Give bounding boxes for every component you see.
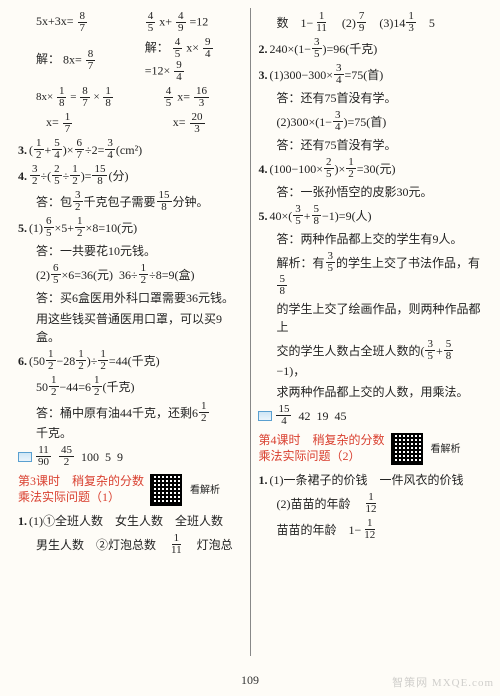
qr-label: 看解析 <box>431 444 461 455</box>
eq-row-4: x= 17 x= 203 <box>18 112 242 135</box>
right-column: 数 1− 111 (2) 79 (3)14 13 5 2. 240×(1− 35… <box>252 8 488 656</box>
column-divider <box>250 8 251 656</box>
txt: 8x= <box>63 52 82 66</box>
qr-code-icon[interactable] <box>391 433 423 465</box>
l1-1: 1. (1)①全班人数 女生人数 全班人数 <box>18 512 242 530</box>
r1-1: 1. (1)一条裙子的价钱 一件风衣的价钱 <box>258 471 482 489</box>
q4: 4. 32 ÷( 25 ÷ 12 )= 158 (分) <box>18 164 242 187</box>
txt: 解： <box>18 52 60 66</box>
r1-2: (2)苗苗的年龄 112 <box>258 492 482 515</box>
txt: = <box>70 91 76 103</box>
q6-ans: 答：桶中原有油44千克，还剩6 12 千克。 <box>18 401 242 442</box>
txt: 8x× <box>18 91 53 103</box>
r-line1: 数 1− 111 (2) 79 (3)14 13 5 <box>258 11 482 34</box>
rq4: 4. (100−100× 25 )× 12 =30(元) <box>258 157 482 180</box>
page-columns: 5x+3x= 87 45 x+ 49 =12 解： 8x= 87 解： 45 x… <box>0 0 500 660</box>
rq4-ans: 答：一张孙悟空的皮影30元。 <box>258 183 482 201</box>
txt: 5x+3x= <box>18 14 74 28</box>
expl1: 解析：有 35 的学生上交了书法作品，有 58 <box>258 251 482 297</box>
item-number: 2. <box>258 40 267 58</box>
item-number: 4. <box>18 167 27 185</box>
rq3-1: 3. (1)300−300× 34 =75(首) <box>258 63 482 86</box>
q5-2: (2) 65 ×6=36(元) 36÷ 12 ÷8=9(盒) <box>18 263 242 286</box>
rq5: 5. 40×( 35 + 58 −1)=9(人) <box>258 204 482 227</box>
fill-1: 1190 452 100 5 9 <box>18 445 242 468</box>
item-number: 3. <box>258 66 267 84</box>
eq-row-1: 5x+3x= 87 45 x+ 49 =12 <box>18 11 242 34</box>
txt: x× <box>186 40 199 54</box>
eq-row-2: 解： 8x= 87 解： 45 x× 94 =12× 94 <box>18 37 242 83</box>
r1-3: 苗苗的年龄 1− 112 <box>258 518 482 541</box>
txt: x= <box>18 115 59 129</box>
item-number: 3. <box>18 141 27 159</box>
lesson-4-header: 第4课时 稍复杂的分数 乘法实际问题（2） 看解析 <box>258 433 482 465</box>
txt: 解： <box>145 40 169 54</box>
left-column: 5x+3x= 87 45 x+ 49 =12 解： 8x= 87 解： 45 x… <box>12 8 248 656</box>
watermark: 智策网 MXQE.com <box>392 674 494 690</box>
rq5-ans: 答：两种作品都上交的学生有9人。 <box>258 230 482 248</box>
lesson-subtitle: 乘法实际问题（1） <box>18 490 144 506</box>
lesson-subtitle: 乘法实际问题（2） <box>258 449 384 465</box>
item-number: 4. <box>258 160 267 178</box>
fill-2: 154 42 19 45 <box>258 404 482 427</box>
txt: x+ <box>159 14 172 28</box>
q6: 6. (50 12 −28 12 )÷ 12 =44(千克) <box>18 349 242 372</box>
q5-2-ans2: 用这些钱买普通医用口罩，可以买9盒。 <box>18 310 242 346</box>
expl2: 的学生上交了绘画作品，则两种作品都上 <box>258 300 482 336</box>
frac: 87 <box>78 11 88 34</box>
q6-2: 50 12 −44=6 12 (千克) <box>18 375 242 398</box>
rq2: 2. 240×(1− 35 )=96(千克) <box>258 37 482 60</box>
txt: × <box>93 91 99 103</box>
blue-box-icon <box>18 452 32 462</box>
lesson-title: 第4课时 稍复杂的分数 <box>258 433 384 449</box>
q4-ans: 答：包 32 千克包子需要 158 分钟。 <box>18 190 242 213</box>
txt: =12 <box>190 14 209 28</box>
rq3-1-ans: 答：还有75首没有学。 <box>258 89 482 107</box>
q3: 3. ( 12 + 54 )× 67 ÷2= 34 (cm²) <box>18 138 242 161</box>
qr-code-icon[interactable] <box>150 474 182 506</box>
expl3: 交的学生人数占全班人数的( 35 + 58 −1)， <box>258 339 482 380</box>
qr-label: 看解析 <box>190 485 220 496</box>
eq-row-3: 8x× 18 = 87 × 18 45 x= 163 <box>18 86 242 109</box>
txt: =12× <box>145 63 171 77</box>
item-number: 1. <box>258 471 267 489</box>
rq3-2-ans: 答：还有75首没有学。 <box>258 136 482 154</box>
item-number: 6. <box>18 352 27 370</box>
item-number: 5. <box>258 207 267 225</box>
q5-2-ans1: 答：买6盒医用外科口罩需要36元钱。 <box>18 289 242 307</box>
blue-box-icon <box>258 411 272 421</box>
q5-1: 5. (1) 65 ×5+ 12 ×8=10(元) <box>18 216 242 239</box>
l1-2: 男生人数 ②灯泡总数 111 灯泡总 <box>18 533 242 556</box>
txt: x= <box>145 115 186 129</box>
rq3-2: (2)300×(1− 34 )=75(首) <box>258 110 482 133</box>
txt: x= <box>177 89 190 103</box>
item-number: 5. <box>18 219 27 237</box>
q5-1-ans: 答：一共要花10元钱。 <box>18 242 242 260</box>
lesson-3-header: 第3课时 稍复杂的分数 乘法实际问题（1） 看解析 <box>18 474 242 506</box>
item-number: 1. <box>18 512 27 530</box>
lesson-title: 第3课时 稍复杂的分数 <box>18 474 144 490</box>
expl4: 求两种作品都上交的人数，用乘法。 <box>258 383 482 401</box>
